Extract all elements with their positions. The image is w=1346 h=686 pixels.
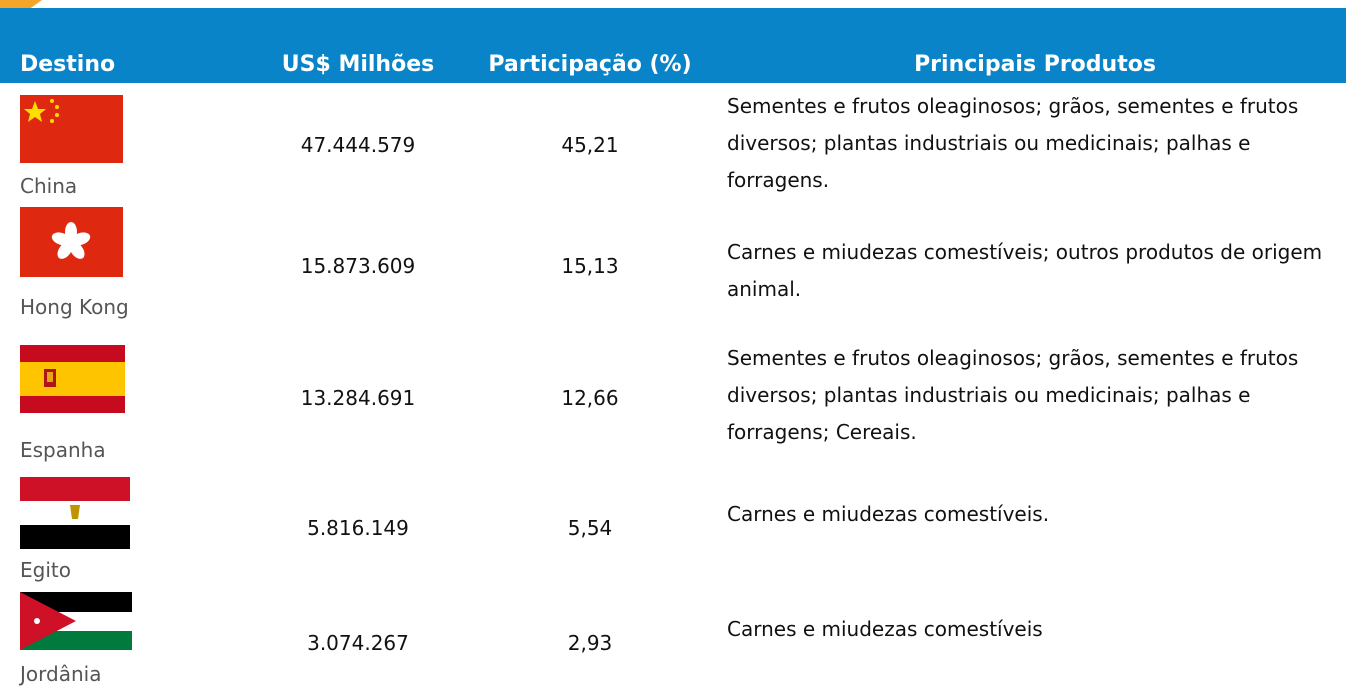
flag-hong-kong bbox=[20, 207, 123, 277]
column-header: US$ Milhões bbox=[281, 52, 435, 77]
share-cell: 2,93 bbox=[567, 631, 613, 655]
column-header: Principais Produtos bbox=[914, 52, 1156, 77]
value-cell: 47.444.579 bbox=[300, 133, 416, 157]
flag-egypt bbox=[20, 477, 130, 549]
country-name: Jordânia bbox=[20, 662, 102, 686]
products-cell: Carnes e miudezas comestíveis bbox=[727, 617, 1043, 641]
products-cell: Sementes e frutos oleaginosos; grãos, se… bbox=[727, 346, 1299, 444]
share-cell: 45,21 bbox=[561, 133, 619, 157]
products-cell: Sementes e frutos oleaginosos; grãos, se… bbox=[727, 94, 1299, 192]
country-name: China bbox=[20, 174, 78, 198]
value-cell: 15.873.609 bbox=[300, 254, 416, 278]
flag-spain bbox=[20, 345, 125, 413]
products-cell: Carnes e miudezas comestíveis; outros pr… bbox=[727, 240, 1323, 301]
share-cell: 12,66 bbox=[561, 386, 619, 410]
share-cell: 15,13 bbox=[561, 254, 619, 278]
country-name: Espanha bbox=[20, 438, 106, 462]
country-name: Egito bbox=[20, 558, 71, 582]
value-cell: 13.284.691 bbox=[300, 386, 416, 410]
header-band bbox=[0, 8, 1346, 83]
column-header: Participação (%) bbox=[488, 52, 692, 77]
value-cell: 3.074.267 bbox=[307, 631, 409, 655]
share-cell: 5,54 bbox=[567, 516, 613, 540]
value-cell: 5.816.149 bbox=[307, 516, 409, 540]
country-name: Hong Kong bbox=[20, 295, 129, 319]
products-cell: Carnes e miudezas comestíveis. bbox=[727, 502, 1050, 526]
flag-jordan bbox=[20, 592, 132, 650]
flag-china bbox=[20, 95, 123, 163]
column-header: Destino bbox=[20, 52, 116, 77]
